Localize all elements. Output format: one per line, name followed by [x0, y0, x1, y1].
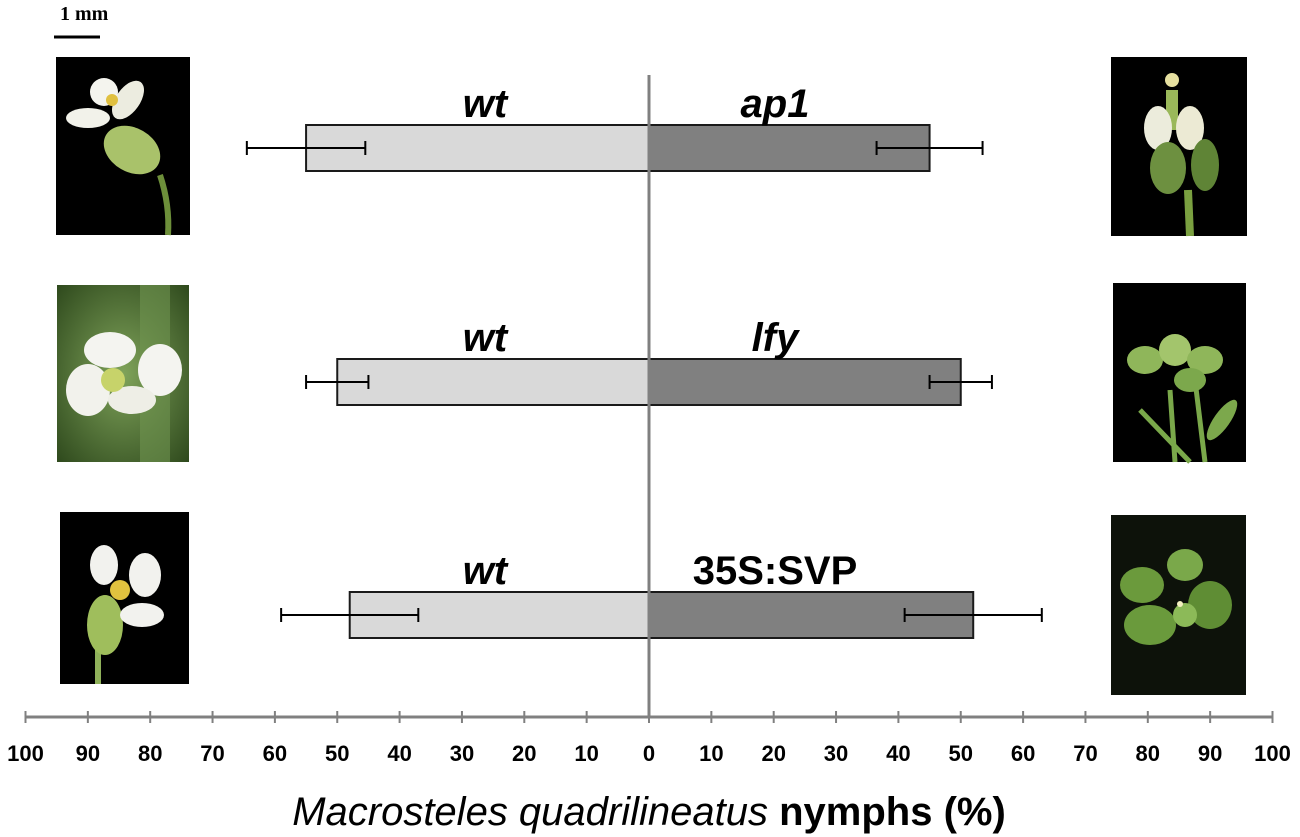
x-tick-label: 100	[1254, 741, 1291, 766]
x-tick-label: 20	[761, 741, 785, 766]
photo-lfy	[1113, 283, 1246, 464]
category-label-left-row-2: wt	[463, 316, 509, 360]
x-tick-label: 80	[138, 741, 162, 766]
photo-wt-row-2	[57, 285, 189, 462]
x-axis-title-italic: Macrosteles quadrilineatus	[292, 790, 768, 834]
x-tick-label: 20	[512, 741, 536, 766]
category-label-left-row-1: wt	[463, 82, 509, 126]
bar-right-row-2	[648, 358, 962, 406]
category-label-left-row-3: wt	[463, 549, 509, 593]
x-tick-label: 70	[200, 741, 224, 766]
x-axis: 100 90 80 70 60 50 40 30 20 10 0 10 20 30 40 50 60 70 80 90…	[7, 711, 1291, 766]
x-tick-label: 50	[949, 741, 973, 766]
photo-wt-row-3	[60, 512, 189, 684]
category-labels-layer: wt ap1 wt lfy wt 35S:SVP	[463, 82, 857, 593]
x-tick-label: 60	[263, 741, 287, 766]
x-tick-label: 100	[7, 741, 44, 766]
x-tick-label: 60	[1011, 741, 1035, 766]
x-tick-label: 90	[1198, 741, 1222, 766]
x-tick-label: 70	[1073, 741, 1097, 766]
category-label-right-row-2: lfy	[752, 316, 800, 360]
error-bar-left-row-1	[245, 141, 367, 155]
error-bar-right-row-3	[903, 608, 1043, 622]
error-bar-left-row-2	[305, 375, 370, 389]
x-tick-label: 30	[450, 741, 474, 766]
x-tick-label: 40	[886, 741, 910, 766]
error-bar-left-row-3	[280, 608, 420, 622]
scale-bar-label: 1 mm	[60, 3, 109, 25]
x-tick-label: 30	[824, 741, 848, 766]
x-tick-label: 10	[699, 741, 723, 766]
x-tick-label: 10	[574, 741, 598, 766]
x-tick-label: 0	[643, 741, 655, 766]
scale-bar: 1 mm	[54, 3, 109, 39]
x-axis-title: Macrosteles quadrilineatus nymphs (%)	[292, 790, 1006, 834]
photo-wt-row-1	[56, 57, 190, 236]
x-axis-title-plain: nymphs (%)	[768, 790, 1006, 834]
bar-left-row-2	[336, 358, 650, 406]
bars-layer	[245, 124, 1043, 639]
category-label-right-row-3: 35S:SVP	[693, 549, 858, 593]
photo-ap1	[1111, 57, 1247, 237]
x-tick-label: 80	[1136, 741, 1160, 766]
x-tick-label: 40	[387, 741, 411, 766]
error-bar-right-row-2	[928, 375, 993, 389]
error-bar-right-row-1	[875, 141, 984, 155]
photo-35S-SVP	[1111, 515, 1246, 695]
x-tick-label: 90	[76, 741, 100, 766]
x-tick-label: 50	[325, 741, 349, 766]
category-label-right-row-1: ap1	[741, 82, 810, 126]
